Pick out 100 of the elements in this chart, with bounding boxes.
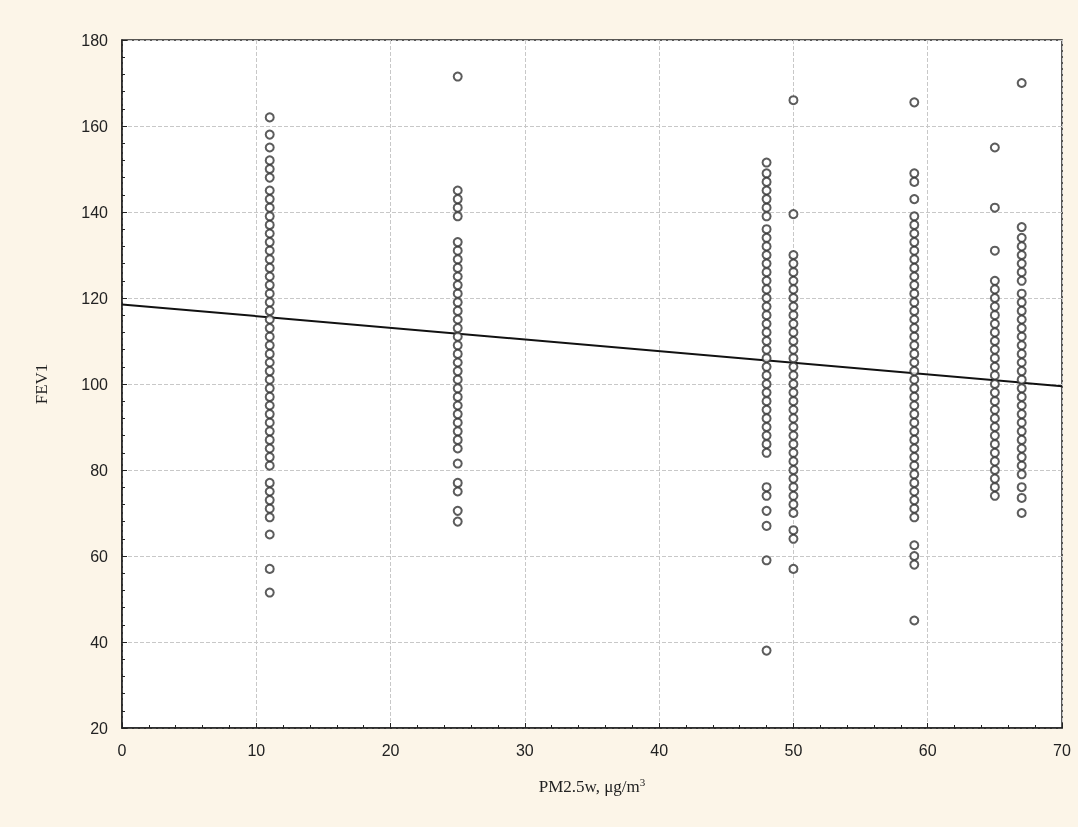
point [264, 164, 275, 174]
point [761, 258, 772, 269]
point [761, 379, 772, 389]
point [909, 271, 920, 282]
point [264, 172, 275, 183]
point [1016, 357, 1027, 368]
point [761, 490, 772, 501]
point [989, 310, 1000, 321]
point [989, 473, 1000, 484]
point [788, 361, 799, 372]
point [909, 452, 920, 463]
point [909, 219, 920, 230]
point [761, 555, 772, 566]
point [452, 194, 463, 205]
point [909, 460, 920, 471]
point [1016, 452, 1027, 463]
point [1016, 469, 1027, 480]
point [264, 443, 275, 454]
point [761, 439, 772, 450]
x-tick-label: 70 [1053, 741, 1071, 759]
point [761, 353, 772, 364]
point [264, 185, 275, 196]
point [761, 157, 772, 168]
point [989, 202, 1000, 213]
x-tick-label: 20 [381, 741, 400, 759]
point [761, 370, 772, 381]
point [452, 288, 463, 299]
point [264, 495, 275, 506]
point [1016, 482, 1027, 493]
point [452, 314, 463, 325]
point [264, 142, 275, 153]
x-tick-label: 60 [918, 741, 937, 759]
point [452, 477, 463, 488]
point [788, 533, 799, 544]
point [909, 211, 920, 222]
point [989, 293, 1000, 303]
y-tick-label: 40 [90, 633, 109, 651]
point [761, 232, 772, 243]
point [1016, 314, 1027, 325]
point [761, 241, 772, 252]
point [909, 503, 920, 514]
point [788, 209, 799, 220]
point [909, 245, 920, 256]
point [761, 185, 772, 196]
point [452, 434, 463, 445]
point [452, 245, 463, 256]
point [989, 370, 1000, 381]
point [761, 336, 772, 346]
point [761, 284, 772, 295]
point [264, 228, 275, 239]
point [761, 301, 772, 312]
point [264, 400, 275, 411]
point [1016, 417, 1027, 428]
point [788, 336, 799, 346]
point [788, 379, 799, 389]
point [761, 482, 772, 493]
point [452, 254, 463, 265]
point [452, 348, 463, 359]
point [452, 202, 463, 213]
point [264, 305, 275, 316]
point [909, 559, 920, 570]
point [788, 284, 799, 295]
point [1016, 374, 1027, 385]
point [989, 413, 1000, 424]
point [909, 400, 920, 411]
point [788, 387, 799, 398]
point [1016, 78, 1027, 88]
point [1016, 348, 1027, 359]
point [909, 409, 920, 420]
point [452, 366, 463, 377]
point [761, 211, 772, 222]
point [788, 422, 799, 432]
x-tick-label: 50 [784, 741, 803, 759]
point [761, 318, 772, 329]
point [264, 486, 275, 497]
point [761, 361, 772, 372]
point [761, 422, 772, 432]
point [452, 409, 463, 420]
point [1016, 297, 1027, 308]
point [761, 275, 772, 286]
x-tick-label: 30 [515, 741, 534, 759]
point [264, 262, 275, 273]
point [909, 237, 920, 248]
point [788, 456, 799, 467]
point [788, 413, 799, 424]
point [761, 250, 772, 260]
point [989, 301, 1000, 312]
point [909, 434, 920, 445]
point [1016, 288, 1027, 299]
point [761, 645, 772, 656]
point [1016, 366, 1027, 377]
point [264, 340, 275, 351]
point [909, 280, 920, 291]
point [264, 357, 275, 368]
point [264, 194, 275, 205]
point [264, 477, 275, 488]
point [788, 447, 799, 458]
point [989, 318, 1000, 329]
point [909, 374, 920, 385]
point [788, 267, 799, 278]
